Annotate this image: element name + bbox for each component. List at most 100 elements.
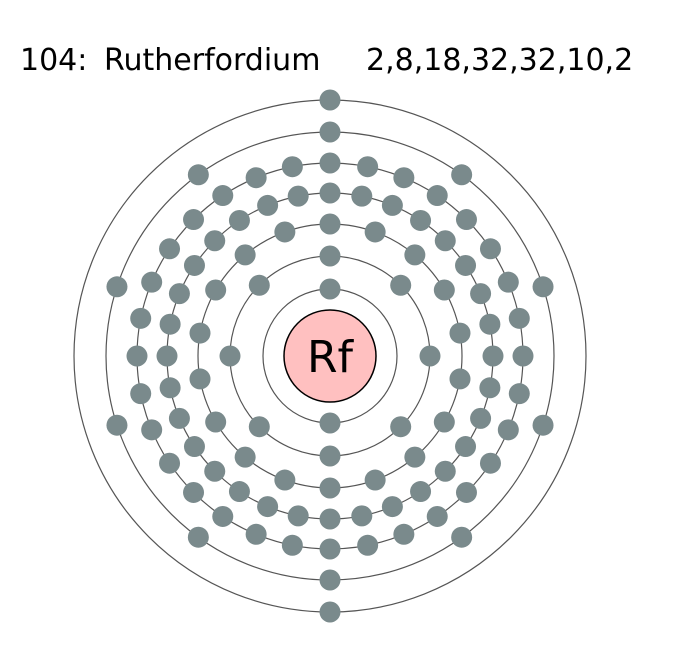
electron-shell-2 xyxy=(419,345,441,367)
electron-shell-3 xyxy=(449,322,471,344)
electron-shell-4 xyxy=(479,377,501,399)
electron-shell-3 xyxy=(234,446,256,468)
electron-shell-5 xyxy=(141,271,163,293)
atomic-number-label: 104: xyxy=(20,43,87,78)
electron-configuration: 2,8,18,32,32,10,2 xyxy=(366,43,633,78)
electron-shell-4 xyxy=(434,230,456,252)
electron-shell-4 xyxy=(257,496,279,518)
electron-shell-5 xyxy=(281,534,303,556)
electron-shell-4 xyxy=(159,313,181,335)
electron-shell-3 xyxy=(319,477,341,499)
electrons xyxy=(106,89,554,623)
electron-shell-3 xyxy=(234,244,256,266)
electron-shell-4 xyxy=(204,460,226,482)
electron-shell-3 xyxy=(205,279,227,301)
electron-shell-5 xyxy=(455,209,477,231)
electron-shell-5 xyxy=(455,481,477,503)
electron-shell-4 xyxy=(159,377,181,399)
electron-shell-1 xyxy=(319,278,341,300)
electron-shell-5 xyxy=(319,152,341,174)
electron-shell-3 xyxy=(274,469,296,491)
electron-shell-3 xyxy=(274,221,296,243)
electron-shell-5 xyxy=(141,419,163,441)
electron-shell-4 xyxy=(381,496,403,518)
electron-shell-3 xyxy=(449,368,471,390)
electron-shell-6 xyxy=(532,276,554,298)
electron-shell-5 xyxy=(183,481,205,503)
electron-shell-5 xyxy=(479,452,501,474)
electron-shell-6 xyxy=(319,569,341,591)
electron-shell-5 xyxy=(512,345,534,367)
electron-shell-5 xyxy=(130,307,152,329)
electron-shell-4 xyxy=(351,505,373,527)
element-symbol: Rf xyxy=(307,332,355,383)
electron-shell-4 xyxy=(228,209,250,231)
electron-shell-4 xyxy=(470,283,492,305)
electron-shell-2 xyxy=(248,416,270,438)
element-name: Rutherfordium xyxy=(104,43,320,78)
electron-shell-4 xyxy=(287,185,309,207)
electron-shell-4 xyxy=(319,182,341,204)
electron-shell-4 xyxy=(455,254,477,276)
electron-shell-1 xyxy=(319,412,341,434)
electron-shell-6 xyxy=(451,164,473,186)
electron-shell-2 xyxy=(319,245,341,267)
title: 104: Rutherfordium 2,8,18,32,32,10,2 xyxy=(20,43,633,78)
electron-shell-3 xyxy=(189,322,211,344)
electron-shell-4 xyxy=(156,345,178,367)
electron-shell-5 xyxy=(319,538,341,560)
electron-shell-6 xyxy=(187,164,209,186)
electron-shell-5 xyxy=(497,271,519,293)
electron-shell-3 xyxy=(404,446,426,468)
electron-shell-5 xyxy=(212,505,234,527)
electron-shell-5 xyxy=(130,383,152,405)
electron-shell-4 xyxy=(287,505,309,527)
electron-shell-5 xyxy=(159,452,181,474)
electron-shell-5 xyxy=(426,505,448,527)
electron-shell-5 xyxy=(245,523,267,545)
electron-shell-6 xyxy=(319,121,341,143)
electron-shell-5 xyxy=(508,307,530,329)
electron-shell-4 xyxy=(228,481,250,503)
electron-shell-6 xyxy=(106,276,128,298)
electron-shell-4 xyxy=(470,407,492,429)
electron-shell-3 xyxy=(205,411,227,433)
electron-shell-2 xyxy=(248,274,270,296)
electron-shell-5 xyxy=(212,185,234,207)
nucleus: Rf xyxy=(283,309,377,403)
electron-shell-4 xyxy=(410,209,432,231)
electron-shell-5 xyxy=(479,238,501,260)
electron-shell-6 xyxy=(532,414,554,436)
electron-shell-5 xyxy=(393,167,415,189)
electron-shell-4 xyxy=(410,481,432,503)
electron-shell-5 xyxy=(126,345,148,367)
electron-shell-4 xyxy=(168,407,190,429)
electron-shell-4 xyxy=(319,508,341,530)
electron-shell-5 xyxy=(393,523,415,545)
electron-shell-4 xyxy=(482,345,504,367)
electron-shell-3 xyxy=(364,469,386,491)
electron-shell-5 xyxy=(281,156,303,178)
electron-shell-5 xyxy=(159,238,181,260)
electron-shell-4 xyxy=(455,436,477,458)
electron-shell-3 xyxy=(433,411,455,433)
electron-shell-3 xyxy=(404,244,426,266)
electron-shell-4 xyxy=(183,436,205,458)
electron-shell-5 xyxy=(357,156,379,178)
electron-shell-4 xyxy=(168,283,190,305)
electron-shell-6 xyxy=(106,414,128,436)
electron-shell-2 xyxy=(319,445,341,467)
electron-shell-4 xyxy=(351,185,373,207)
electron-shell-2 xyxy=(390,416,412,438)
electron-shell-4 xyxy=(381,194,403,216)
electron-shell-6 xyxy=(451,526,473,548)
electron-shell-4 xyxy=(204,230,226,252)
electron-shell-2 xyxy=(219,345,241,367)
electron-shell-6 xyxy=(187,526,209,548)
electron-shell-3 xyxy=(189,368,211,390)
electron-shell-7 xyxy=(319,601,341,623)
electron-shell-4 xyxy=(257,194,279,216)
electron-shell-5 xyxy=(245,167,267,189)
electron-shell-5 xyxy=(357,534,379,556)
